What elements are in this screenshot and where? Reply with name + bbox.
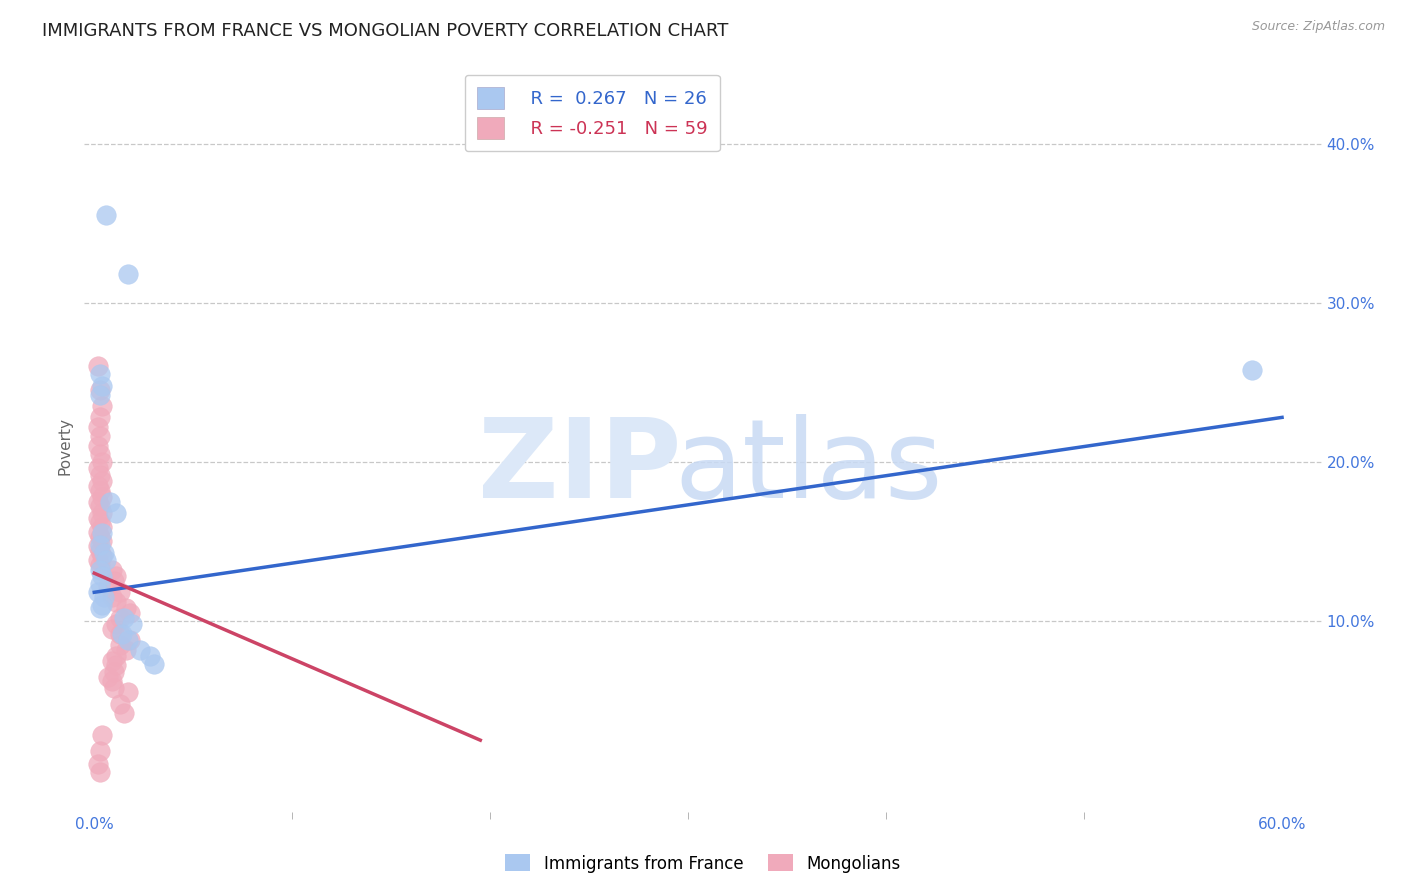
Point bbox=[91, 534, 114, 549]
Point bbox=[89, 483, 111, 498]
Point bbox=[87, 461, 110, 475]
Point bbox=[89, 429, 111, 443]
Point bbox=[103, 681, 125, 695]
Point bbox=[89, 530, 111, 544]
Point bbox=[103, 665, 125, 679]
Point bbox=[138, 648, 160, 663]
Point bbox=[94, 553, 117, 567]
Point bbox=[91, 728, 114, 742]
Point bbox=[108, 697, 131, 711]
Point bbox=[112, 611, 135, 625]
Point bbox=[98, 494, 121, 508]
Point bbox=[118, 632, 141, 647]
Point bbox=[93, 545, 115, 559]
Point bbox=[89, 467, 111, 482]
Point bbox=[105, 648, 128, 663]
Point bbox=[1241, 362, 1264, 376]
Point bbox=[112, 706, 135, 720]
Point bbox=[89, 764, 111, 779]
Point bbox=[87, 479, 110, 493]
Point bbox=[105, 506, 128, 520]
Point bbox=[91, 474, 114, 488]
Point bbox=[89, 601, 111, 615]
Point bbox=[105, 569, 128, 583]
Point bbox=[87, 539, 110, 553]
Point bbox=[89, 538, 111, 552]
Point bbox=[87, 359, 110, 374]
Point bbox=[89, 388, 111, 402]
Point bbox=[91, 598, 114, 612]
Point bbox=[89, 577, 111, 591]
Y-axis label: Poverty: Poverty bbox=[58, 417, 73, 475]
Point bbox=[87, 585, 110, 599]
Point bbox=[91, 549, 114, 563]
Point bbox=[115, 642, 138, 657]
Point bbox=[97, 669, 120, 683]
Text: ZIP: ZIP bbox=[478, 415, 681, 522]
Text: IMMIGRANTS FROM FRANCE VS MONGOLIAN POVERTY CORRELATION CHART: IMMIGRANTS FROM FRANCE VS MONGOLIAN POVE… bbox=[42, 22, 728, 40]
Point bbox=[87, 553, 110, 567]
Point bbox=[118, 606, 141, 620]
Point bbox=[87, 439, 110, 453]
Point bbox=[101, 622, 124, 636]
Point bbox=[115, 601, 138, 615]
Point bbox=[89, 384, 111, 398]
Point bbox=[117, 267, 139, 281]
Point bbox=[89, 410, 111, 425]
Legend:   R =  0.267   N = 26,   R = -0.251   N = 59: R = 0.267 N = 26, R = -0.251 N = 59 bbox=[464, 75, 720, 152]
Point bbox=[101, 590, 124, 604]
Point bbox=[91, 399, 114, 413]
Point bbox=[89, 544, 111, 558]
Point bbox=[94, 209, 117, 223]
Text: atlas: atlas bbox=[673, 415, 942, 522]
Point bbox=[101, 563, 124, 577]
Point bbox=[91, 490, 114, 504]
Legend: Immigrants from France, Mongolians: Immigrants from France, Mongolians bbox=[499, 847, 907, 880]
Point bbox=[87, 510, 110, 524]
Point bbox=[105, 658, 128, 673]
Point bbox=[105, 595, 128, 609]
Point bbox=[89, 516, 111, 530]
Point bbox=[87, 524, 110, 539]
Point bbox=[117, 685, 139, 699]
Point bbox=[91, 569, 114, 583]
Point bbox=[87, 757, 110, 772]
Point bbox=[89, 368, 111, 382]
Point bbox=[142, 657, 165, 671]
Point bbox=[101, 674, 124, 689]
Point bbox=[91, 526, 114, 541]
Point bbox=[89, 744, 111, 758]
Point bbox=[89, 558, 111, 573]
Point bbox=[91, 520, 114, 534]
Point bbox=[108, 585, 131, 599]
Point bbox=[128, 642, 150, 657]
Point bbox=[91, 506, 114, 520]
Point bbox=[87, 494, 110, 508]
Point bbox=[89, 500, 111, 514]
Point bbox=[108, 638, 131, 652]
Point bbox=[87, 420, 110, 434]
Text: Source: ZipAtlas.com: Source: ZipAtlas.com bbox=[1251, 20, 1385, 33]
Point bbox=[121, 617, 143, 632]
Point bbox=[103, 574, 125, 589]
Point bbox=[108, 626, 131, 640]
Point bbox=[101, 654, 124, 668]
Point bbox=[93, 590, 115, 604]
Point bbox=[89, 563, 111, 577]
Point bbox=[111, 626, 134, 640]
Point bbox=[91, 378, 114, 392]
Point bbox=[91, 455, 114, 469]
Point bbox=[105, 617, 128, 632]
Point bbox=[117, 632, 139, 647]
Point bbox=[97, 579, 120, 593]
Point bbox=[108, 611, 131, 625]
Point bbox=[89, 447, 111, 461]
